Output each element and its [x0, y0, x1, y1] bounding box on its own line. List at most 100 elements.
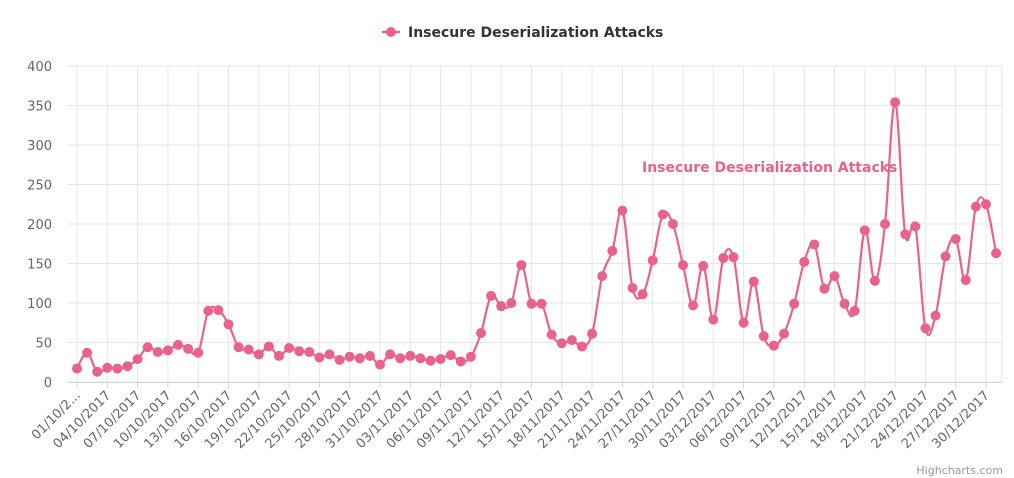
data-point[interactable]	[415, 353, 426, 364]
data-point[interactable]	[334, 354, 345, 365]
data-point[interactable]	[274, 350, 284, 361]
data-point[interactable]	[728, 252, 739, 263]
data-point[interactable]	[940, 251, 951, 262]
data-point[interactable]	[789, 298, 800, 309]
data-point[interactable]	[920, 323, 931, 334]
data-point[interactable]	[375, 359, 385, 370]
data-point[interactable]	[688, 300, 699, 311]
data-point[interactable]	[132, 354, 143, 365]
data-point[interactable]	[82, 347, 93, 358]
data-point[interactable]	[314, 352, 325, 363]
data-point[interactable]	[829, 271, 840, 282]
data-point[interactable]	[698, 260, 709, 271]
series-line[interactable]	[76, 101, 998, 374]
data-point[interactable]	[162, 345, 173, 356]
data-point[interactable]	[405, 350, 416, 361]
data-point[interactable]	[890, 97, 901, 108]
data-point[interactable]	[768, 340, 779, 351]
data-point[interactable]	[546, 329, 557, 340]
data-point[interactable]	[395, 353, 406, 364]
data-point[interactable]	[678, 260, 688, 271]
data-point[interactable]	[122, 361, 133, 372]
data-point[interactable]	[617, 205, 628, 216]
data-point[interactable]	[880, 219, 890, 229]
data-point[interactable]	[607, 245, 618, 256]
data-point[interactable]	[819, 283, 830, 294]
data-point[interactable]	[183, 343, 194, 354]
legend[interactable]: Insecure Deserialization Attacks	[382, 25, 663, 41]
data-point[interactable]	[657, 209, 668, 220]
data-point[interactable]	[223, 319, 234, 330]
data-point[interactable]	[597, 271, 608, 282]
data-point[interactable]	[112, 363, 123, 374]
y-tick-label: 100	[27, 297, 52, 312]
data-point[interactable]	[425, 355, 436, 366]
data-point[interactable]	[102, 362, 113, 373]
data-point[interactable]	[284, 343, 295, 354]
data-point[interactable]	[465, 351, 476, 362]
data-point[interactable]	[758, 331, 769, 342]
y-tick-label: 400	[27, 60, 52, 75]
data-point[interactable]	[991, 248, 1002, 259]
data-point[interactable]	[496, 301, 507, 312]
data-point[interactable]	[516, 260, 527, 271]
data-point[interactable]	[435, 354, 446, 365]
data-point[interactable]	[354, 353, 365, 364]
data-point[interactable]	[809, 239, 820, 250]
data-point[interactable]	[243, 344, 254, 355]
data-point[interactable]	[233, 342, 244, 353]
data-point[interactable]	[577, 341, 587, 352]
data-point[interactable]	[92, 366, 103, 377]
data-point[interactable]	[637, 289, 648, 300]
data-point[interactable]	[748, 276, 759, 287]
data-point[interactable]	[193, 347, 204, 358]
data-point[interactable]	[506, 298, 517, 308]
data-point[interactable]	[324, 349, 335, 360]
data-point[interactable]	[981, 199, 991, 210]
data-point[interactable]	[364, 350, 375, 361]
data-point[interactable]	[213, 305, 224, 316]
data-point[interactable]	[869, 275, 880, 286]
data-point[interactable]	[708, 314, 719, 325]
data-point[interactable]	[173, 339, 183, 350]
data-point[interactable]	[476, 328, 486, 339]
data-point[interactable]	[304, 346, 315, 357]
data-point[interactable]	[294, 346, 305, 357]
data-point[interactable]	[455, 356, 466, 367]
data-point[interactable]	[738, 317, 749, 328]
data-point[interactable]	[718, 252, 729, 263]
data-point[interactable]	[970, 201, 981, 212]
data-point[interactable]	[72, 363, 82, 374]
data-point[interactable]	[566, 335, 577, 346]
data-point[interactable]	[445, 350, 456, 361]
data-point[interactable]	[900, 229, 911, 240]
data-point[interactable]	[385, 349, 396, 360]
data-point[interactable]	[526, 298, 537, 309]
data-point[interactable]	[344, 351, 355, 362]
data-point[interactable]	[142, 342, 153, 353]
data-point[interactable]	[536, 298, 547, 309]
data-point[interactable]	[152, 346, 163, 357]
series-insecure-deserialization[interactable]	[72, 97, 1002, 377]
data-point[interactable]	[627, 282, 638, 293]
data-point[interactable]	[910, 221, 921, 232]
credits-link[interactable]: Highcharts.com	[916, 464, 1003, 477]
series-annotation-label: Insecure Deserialization Attacks	[642, 160, 897, 176]
data-point[interactable]	[859, 225, 870, 236]
data-point[interactable]	[263, 341, 274, 352]
data-point[interactable]	[253, 349, 264, 360]
data-point[interactable]	[799, 256, 810, 267]
data-point[interactable]	[930, 310, 941, 321]
data-point[interactable]	[486, 290, 497, 301]
legend-item-label[interactable]: Insecure Deserialization Attacks	[408, 25, 663, 41]
data-point[interactable]	[556, 338, 567, 349]
data-point[interactable]	[203, 305, 214, 316]
data-point[interactable]	[839, 298, 850, 309]
data-point[interactable]	[647, 255, 658, 266]
data-point[interactable]	[950, 234, 961, 245]
data-point[interactable]	[587, 328, 598, 339]
data-point[interactable]	[779, 328, 789, 339]
data-point[interactable]	[849, 305, 860, 316]
data-point[interactable]	[667, 219, 678, 229]
data-point[interactable]	[960, 275, 971, 286]
